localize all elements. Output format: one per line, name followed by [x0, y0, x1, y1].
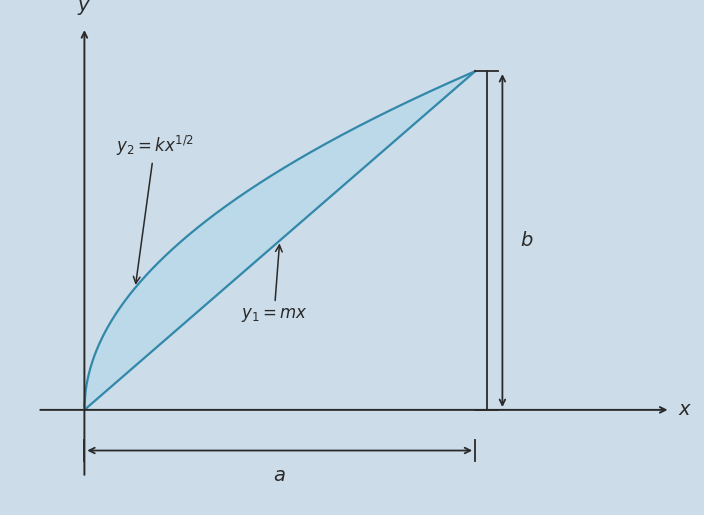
- Text: $b$: $b$: [520, 231, 534, 250]
- Text: $y_2 = kx^{1/2}$: $y_2 = kx^{1/2}$: [115, 134, 194, 283]
- Text: $y$: $y$: [77, 0, 92, 17]
- Text: $x$: $x$: [678, 401, 693, 419]
- Text: $y_1 = mx$: $y_1 = mx$: [241, 245, 308, 324]
- Text: $a$: $a$: [273, 468, 286, 486]
